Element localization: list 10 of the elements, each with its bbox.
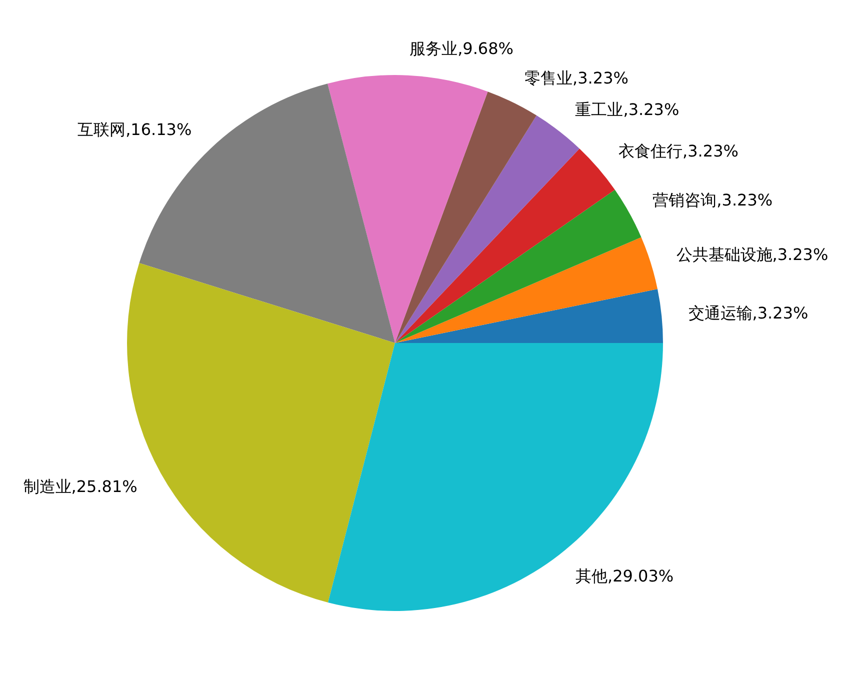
slice-label: 其他,29.03%: [576, 566, 674, 586]
slice-label: 互联网,16.13%: [78, 120, 192, 140]
slice-label: 重工业,3.23%: [575, 100, 680, 120]
slice-label: 营销咨询,3.23%: [652, 190, 773, 210]
slice-label: 服务业,9.68%: [410, 39, 514, 58]
slice-label: 公共基础设施,3.23%: [676, 245, 828, 264]
slice-label: 零售业,3.23%: [524, 68, 628, 88]
slice-label: 交通运输,3.23%: [688, 304, 808, 323]
slice-label: 制造业,25.81%: [23, 476, 138, 496]
slice-label: 衣食住行,3.23%: [618, 141, 738, 160]
